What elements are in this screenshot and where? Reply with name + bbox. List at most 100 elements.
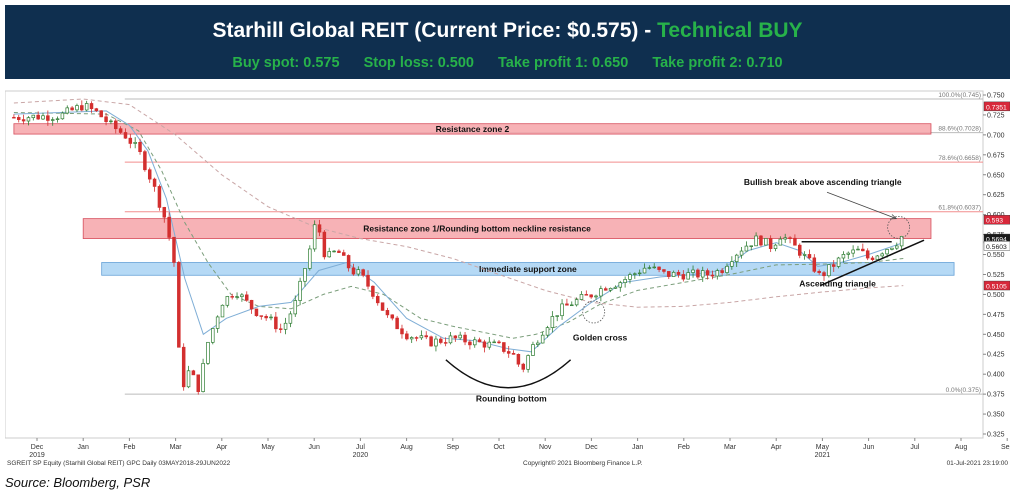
triangle-support-line bbox=[819, 239, 925, 287]
x-tick-label: Jan bbox=[78, 444, 89, 451]
candle-body bbox=[123, 132, 128, 139]
candle-body bbox=[880, 253, 884, 257]
candle-body bbox=[778, 238, 783, 246]
x-tick-label: Sep bbox=[447, 444, 460, 451]
candle-body bbox=[191, 370, 196, 376]
candle-body bbox=[332, 250, 336, 253]
candle-body bbox=[696, 269, 700, 278]
candle-body bbox=[269, 316, 273, 319]
candle-body bbox=[526, 355, 530, 370]
candle-body bbox=[783, 237, 787, 240]
annotation-arrow-line bbox=[826, 191, 897, 220]
trade-parameters: Buy spot: 0.575 Stop loss: 0.500 Take pr… bbox=[5, 55, 1010, 71]
candle-body bbox=[482, 341, 487, 348]
candle-body bbox=[65, 107, 70, 114]
candle-body bbox=[463, 334, 467, 343]
candle-body bbox=[453, 335, 458, 339]
candle-body bbox=[671, 271, 676, 277]
candle-body bbox=[633, 273, 637, 275]
candle-body bbox=[109, 120, 113, 123]
y-tick-label: 0.400 bbox=[987, 372, 1005, 379]
zone-label: Resistance zone 1/Rounding bottom neckli… bbox=[363, 224, 591, 234]
candle-body bbox=[861, 248, 865, 252]
candle-body bbox=[603, 288, 608, 291]
annotation-label: Golden cross bbox=[573, 333, 628, 343]
annotation-label: Rounding bottom bbox=[476, 393, 547, 403]
y-tick-label: 0.725 bbox=[987, 112, 1005, 119]
candle-body bbox=[17, 117, 21, 120]
x-tick-label: Mar bbox=[170, 444, 183, 451]
candle-body bbox=[346, 255, 351, 269]
price-label: 0.7351 bbox=[986, 104, 1007, 111]
candle-body bbox=[84, 103, 89, 111]
buy-spot: Buy spot: 0.575 bbox=[232, 55, 340, 71]
candle-body bbox=[681, 274, 686, 280]
candle-body bbox=[870, 257, 875, 260]
candle-body bbox=[298, 280, 302, 301]
candle-body bbox=[516, 353, 521, 365]
candle-body bbox=[710, 274, 715, 277]
candle-body bbox=[201, 363, 205, 392]
candle-body bbox=[511, 352, 516, 355]
candle-body bbox=[434, 338, 438, 347]
price-label-box bbox=[983, 215, 1010, 225]
candle-body bbox=[220, 304, 225, 318]
candle-body bbox=[448, 335, 453, 344]
candle-body bbox=[390, 314, 395, 319]
candle-body bbox=[584, 294, 589, 296]
candle-body bbox=[443, 342, 448, 344]
candle-body bbox=[899, 235, 904, 247]
candle-body bbox=[647, 267, 652, 269]
candle-body bbox=[477, 339, 482, 343]
y-tick-label: 0.350 bbox=[987, 412, 1005, 419]
candle-body bbox=[283, 322, 288, 330]
candle-body bbox=[303, 268, 307, 282]
y-tick-label: 0.750 bbox=[987, 92, 1005, 99]
candle-body bbox=[361, 269, 365, 276]
candle-body bbox=[856, 248, 860, 251]
x-tick-label: Feb bbox=[678, 444, 690, 451]
chart-header: Starhill Global REIT (Current Price: $0.… bbox=[5, 5, 1010, 79]
candle-body bbox=[565, 303, 569, 306]
annotation-label: Bullish break above ascending triangle bbox=[744, 177, 902, 187]
candle-body bbox=[152, 178, 157, 187]
candle-body bbox=[802, 254, 807, 256]
x-tick-label: Dec bbox=[31, 444, 44, 451]
candle-body bbox=[642, 267, 647, 274]
annotation-arrow-head bbox=[890, 214, 898, 220]
title-main: Starhill Global REIT (Current Price: $0.… bbox=[212, 19, 652, 42]
candle-body bbox=[458, 334, 462, 339]
candle-body bbox=[715, 270, 720, 277]
candle-body bbox=[375, 296, 380, 304]
source-note: Source: Bloomberg, PSR bbox=[5, 475, 151, 490]
candle-body bbox=[133, 142, 137, 144]
x-tick-label: Sep bbox=[1001, 444, 1010, 451]
candle-body bbox=[667, 271, 671, 277]
candle-body bbox=[240, 294, 244, 297]
candle-body bbox=[162, 207, 167, 218]
candle-body bbox=[540, 334, 545, 344]
candle-body bbox=[705, 270, 710, 276]
chart-title: Starhill Global REIT (Current Price: $0.… bbox=[5, 19, 1010, 43]
candle-body bbox=[308, 248, 312, 269]
candle-body bbox=[836, 257, 841, 267]
candle-body bbox=[414, 337, 419, 339]
candle-body bbox=[278, 328, 283, 330]
candle-body bbox=[550, 316, 555, 328]
candle-body bbox=[768, 238, 773, 249]
candle-body bbox=[637, 272, 642, 275]
price-chart: 0.7500.7250.7000.6750.6500.6250.6000.575… bbox=[5, 86, 1010, 470]
x-year-label: 2019 bbox=[29, 452, 45, 459]
y-tick-label: 0.700 bbox=[987, 132, 1005, 139]
candle-body bbox=[536, 342, 540, 345]
candle-body bbox=[502, 342, 506, 352]
x-tick-label: Apr bbox=[771, 444, 783, 451]
fib-label: 100.0%(0.745) bbox=[938, 92, 981, 99]
candle-body bbox=[506, 351, 511, 354]
candle-body bbox=[439, 338, 443, 343]
price-label: 0.5694 bbox=[986, 237, 1007, 244]
y-tick-label: 0.625 bbox=[987, 192, 1005, 199]
candle-body bbox=[570, 304, 574, 307]
candle-body bbox=[764, 238, 768, 246]
candle-body bbox=[487, 341, 492, 348]
